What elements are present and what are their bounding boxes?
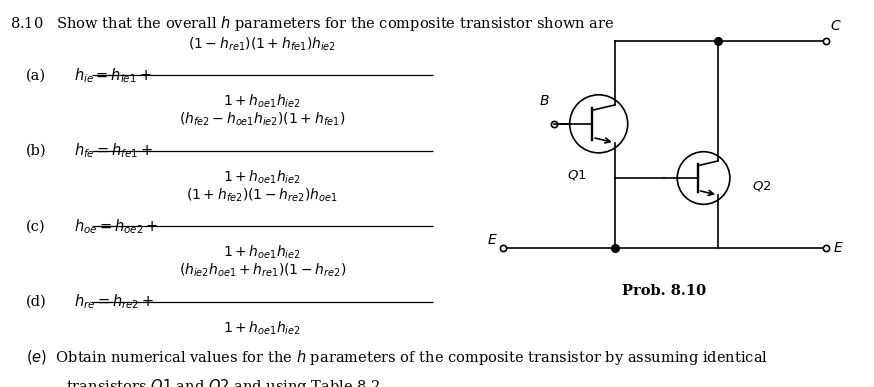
Text: $(1 - h_{re1})(1 + h_{fe1})h_{ie2}$: $(1 - h_{re1})(1 + h_{fe1})h_{ie2}$ [188,36,336,53]
Text: $E$: $E$ [488,233,498,247]
Text: $h_{re} = h_{re2} +$: $h_{re} = h_{re2} +$ [74,293,155,311]
Text: 8.10   Show that the overall $h$ parameters for the composite transistor shown a: 8.10 Show that the overall $h$ parameter… [10,14,614,33]
Text: $h_{oe} = h_{oe2} +$: $h_{oe} = h_{oe2} +$ [74,217,159,236]
Text: (a): (a) [26,68,46,82]
Text: $1 + h_{oe1}h_{ie2}$: $1 + h_{oe1}h_{ie2}$ [223,244,302,261]
Text: $Q1$: $Q1$ [567,168,586,182]
Text: Prob. 8.10: Prob. 8.10 [622,284,706,298]
Text: (d): (d) [26,295,47,309]
Text: $C$: $C$ [830,19,842,33]
Text: (b): (b) [26,144,47,158]
Text: $1 + h_{oe1}h_{ie2}$: $1 + h_{oe1}h_{ie2}$ [223,93,302,110]
Text: $1 + h_{oe1}h_{ie2}$: $1 + h_{oe1}h_{ie2}$ [223,168,302,186]
Text: $h_{ie} = h_{ie1} +$: $h_{ie} = h_{ie1} +$ [74,66,152,85]
Text: $h_{fe} = h_{fe1} +$: $h_{fe} = h_{fe1} +$ [74,142,154,160]
Text: $(1 + h_{fe2})(1 - h_{re2})h_{oe1}$: $(1 + h_{fe2})(1 - h_{re2})h_{oe1}$ [186,187,338,204]
Text: $B$: $B$ [538,94,550,108]
Text: $(e)$  Obtain numerical values for the $h$ parameters of the composite transisto: $(e)$ Obtain numerical values for the $h… [26,348,768,368]
Text: $(h_{fe2} - h_{oe1}h_{ie2})(1 + h_{fe1})$: $(h_{fe2} - h_{oe1}h_{ie2})(1 + h_{fe1})… [179,111,345,128]
Text: $(h_{ie2}h_{oe1} + h_{re1})(1 - h_{re2})$: $(h_{ie2}h_{oe1} + h_{re1})(1 - h_{re2})… [178,262,346,279]
Text: (c): (c) [26,219,45,233]
Text: transistors $Q1$ and $Q2$ and using Table 8.2.: transistors $Q1$ and $Q2$ and using Tabl… [66,377,385,387]
Text: $1 + h_{oe1}h_{ie2}$: $1 + h_{oe1}h_{ie2}$ [223,319,302,337]
Text: $Q2$: $Q2$ [752,179,771,193]
Text: $E$: $E$ [833,241,843,255]
